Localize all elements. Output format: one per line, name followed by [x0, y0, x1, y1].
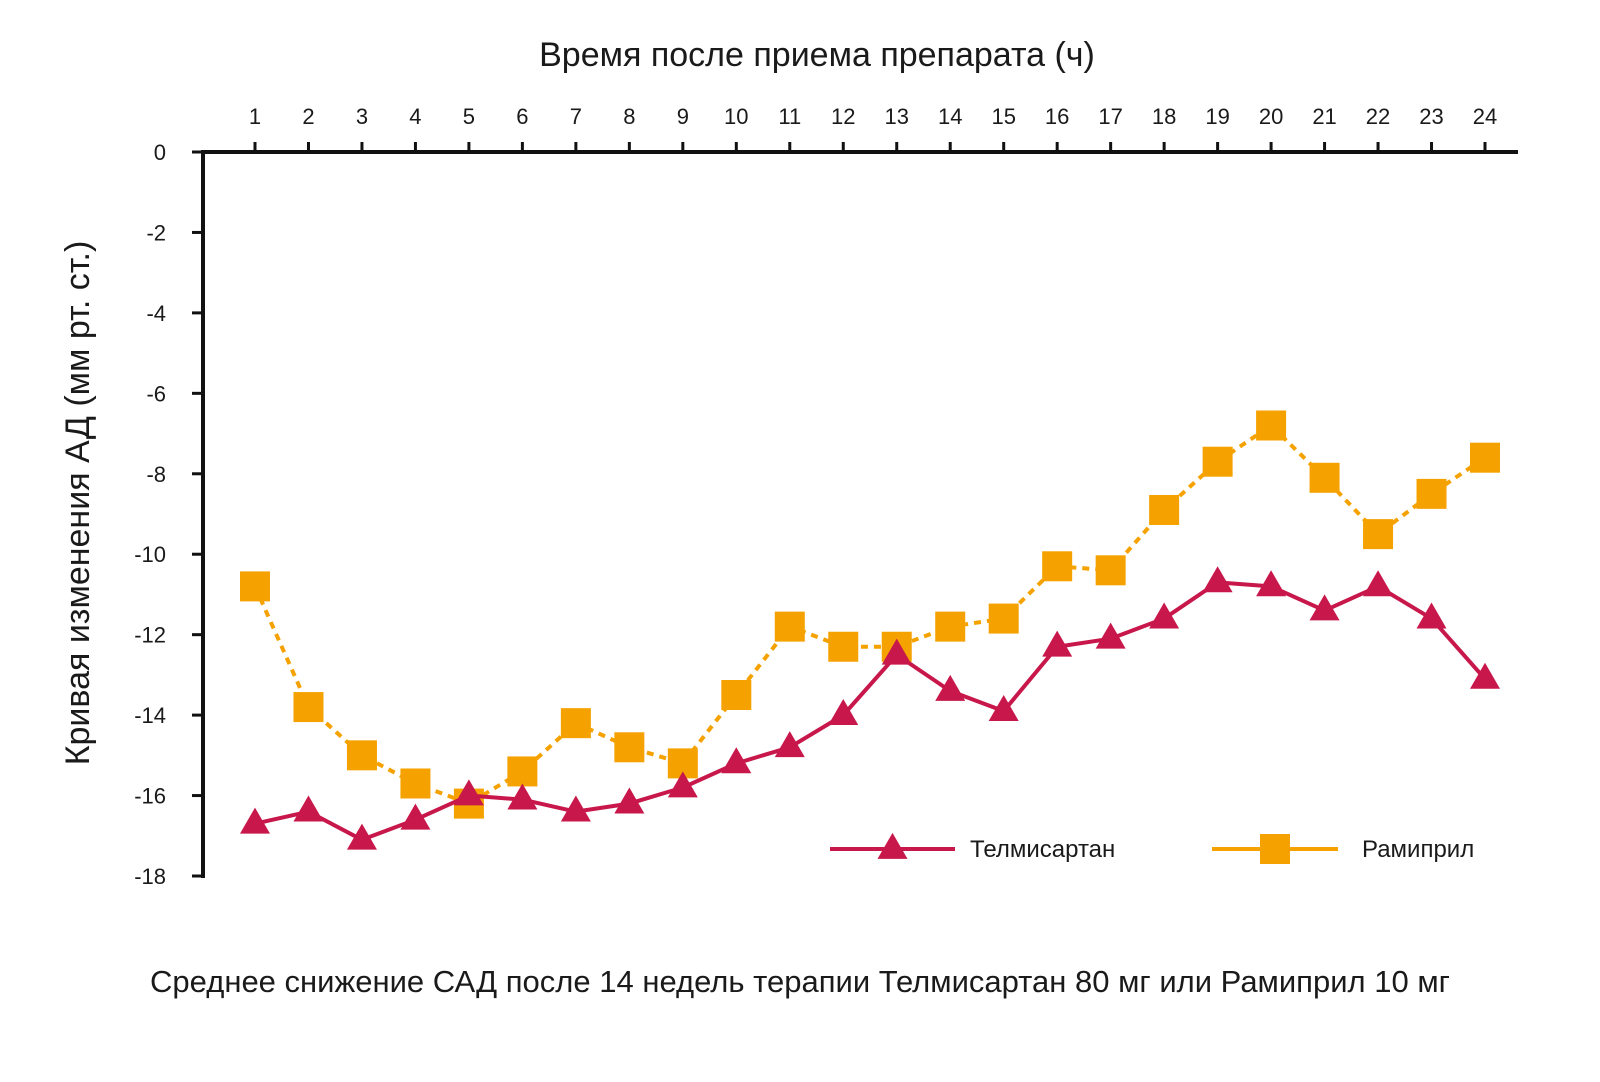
x-tick-label: 22 [1366, 104, 1390, 129]
legend: Телмисартан Рамиприл [830, 832, 1474, 864]
legend-item-telmisartan: Телмисартан [830, 832, 1115, 863]
x-tick-label: 10 [724, 104, 748, 129]
series-telmisartan [240, 566, 1500, 850]
y-tick-label: -10 [134, 542, 166, 567]
x-tick-label: 13 [884, 104, 908, 129]
telmisartan-point [293, 795, 324, 822]
y-tick-label: -2 [146, 220, 166, 245]
legend-label: Рамиприл [1362, 836, 1474, 863]
legend-item-ramipril: Рамиприл [1212, 834, 1474, 864]
x-tick-label: 12 [831, 104, 855, 129]
ramipril-point [721, 680, 752, 710]
telmisartan-point [1470, 662, 1500, 689]
ramipril-point [400, 768, 431, 799]
telmisartan-point [507, 783, 538, 810]
ramipril-line [253, 423, 1487, 806]
ramipril-point [346, 740, 377, 771]
y-tick-label: -14 [134, 703, 166, 728]
telmisartan-point [1256, 570, 1287, 597]
x-tick-label: 16 [1045, 104, 1069, 129]
x-tick-label: 24 [1473, 104, 1497, 129]
ramipril-point [1095, 555, 1126, 586]
chart-caption: Среднее снижение САД после 14 недель тер… [150, 964, 1450, 999]
ramipril-point [1149, 494, 1180, 525]
ramipril-point [1042, 551, 1073, 582]
telmisartan-point [774, 731, 805, 758]
x-tick-label: 3 [356, 104, 368, 129]
x-tick-label: 7 [570, 104, 582, 129]
telmisartan-point [1416, 602, 1447, 629]
telmisartan-point [240, 807, 270, 834]
telmisartan-point [935, 674, 966, 701]
x-tick-label: 15 [991, 104, 1015, 129]
axes [201, 150, 1518, 878]
ramipril-point [1470, 442, 1500, 473]
y-axis-ticks: 0 -2 -4 -6 -8 -10 -12 -14 -16 -18 [134, 140, 203, 889]
x-tick-label: 20 [1259, 104, 1283, 129]
telmisartan-point [400, 803, 431, 830]
y-tick-label: 0 [154, 140, 166, 165]
telmisartan-point [828, 698, 859, 725]
telmisartan-point [1309, 594, 1340, 621]
x-tick-label: 23 [1419, 104, 1443, 129]
x-tick-label: 4 [409, 104, 421, 129]
legend-label: Телмисартан [970, 836, 1115, 863]
x-tick-label: 1 [249, 104, 261, 129]
ramipril-point [1363, 519, 1394, 550]
telmisartan-point [1095, 622, 1126, 649]
ramipril-point [1256, 410, 1287, 441]
telmisartan-point [1042, 630, 1073, 657]
telmisartan-point [453, 779, 484, 806]
y-tick-label: -6 [146, 381, 166, 406]
series-layer [240, 410, 1500, 850]
ramipril-point [240, 571, 270, 602]
x-tick-label: 6 [516, 104, 528, 129]
ramipril-point [1416, 478, 1447, 509]
telmisartan-point [721, 747, 752, 774]
telmisartan-point [346, 823, 377, 850]
x-tick-label: 11 [778, 104, 801, 129]
y-tick-label: -8 [146, 462, 166, 487]
x-tick-label: 19 [1205, 104, 1229, 129]
legend-marker [877, 832, 908, 859]
x-tick-label: 9 [677, 104, 689, 129]
ramipril-point [293, 692, 324, 723]
x-tick-label: 5 [463, 104, 475, 129]
ramipril-point [614, 732, 645, 763]
x-tick-label: 2 [302, 104, 314, 129]
y-tick-label: -4 [146, 301, 166, 326]
telmisartan-point [614, 787, 645, 814]
telmisartan-point [1149, 602, 1180, 629]
telmisartan-point [1202, 566, 1233, 593]
ramipril-point [774, 611, 805, 642]
x-axis-ticks: 1 2 3 4 5 6 7 8 9 10 11 12 13 14 15 16 17 18 19 20 21 22 23 24 [249, 104, 1497, 152]
x-axis-title: Время после приема препарата (ч) [539, 36, 1095, 74]
x-tick-label: 18 [1152, 104, 1176, 129]
y-tick-label: -16 [134, 784, 166, 809]
ramipril-point [935, 611, 966, 642]
x-tick-label: 14 [938, 104, 962, 129]
ramipril-point [560, 708, 591, 739]
ramipril-point [1202, 446, 1233, 477]
y-tick-label: -12 [134, 623, 166, 648]
telmisartan-point [881, 638, 912, 665]
telmisartan-point [667, 771, 698, 798]
x-tick-label: 17 [1098, 104, 1122, 129]
y-axis-title: Кривая изменения АД (мм рт. ст.) [59, 241, 97, 766]
telmisartan-point [988, 694, 1019, 721]
telmisartan-point [560, 795, 591, 822]
ramipril-point [828, 631, 859, 662]
series-ramipril [240, 410, 1500, 819]
y-tick-label: -18 [134, 864, 166, 889]
x-tick-label: 21 [1312, 104, 1336, 129]
x-tick-label: 8 [623, 104, 635, 129]
ramipril-point [1309, 462, 1340, 493]
telmisartan-point [1363, 570, 1394, 597]
telmisartan-line [254, 580, 1487, 842]
ramipril-point [988, 603, 1019, 634]
legend-marker [1260, 834, 1290, 864]
ramipril-point [507, 756, 538, 787]
